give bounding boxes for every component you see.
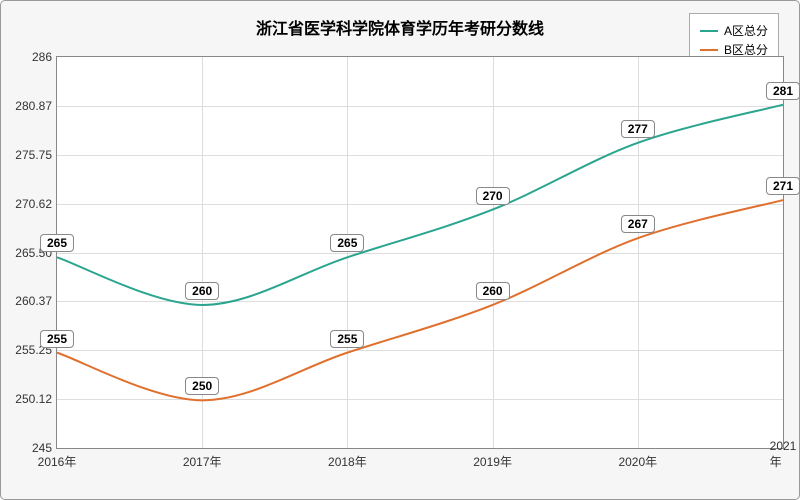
legend-label-a: A区总分 [724,22,768,39]
x-axis-label: 2019年 [473,453,512,470]
chart-container: 浙江省医学科学院体育学历年考研分数线 A区总分 B区总分 245250.1225… [0,0,800,500]
x-axis-label: 2018年 [328,453,367,470]
chart-svg [57,57,783,448]
point-label: 270 [476,187,510,205]
point-label: 260 [185,282,219,300]
y-axis-label: 260.37 [12,294,52,308]
point-label: 267 [621,215,655,233]
point-label: 255 [40,330,74,348]
point-label: 271 [766,177,800,195]
y-axis-label: 286 [12,50,52,64]
point-label: 265 [330,234,364,252]
legend-item-a: A区总分 [700,22,768,39]
point-label: 250 [185,377,219,395]
y-axis-label: 250.12 [12,392,52,406]
point-label: 277 [621,120,655,138]
x-axis-label: 2016年 [38,453,77,470]
y-axis-label: 270.62 [12,197,52,211]
point-label: 281 [766,82,800,100]
legend-swatch-b [700,49,718,51]
x-axis-label: 2020年 [618,453,657,470]
x-axis-label: 2017年 [183,453,222,470]
y-axis-label: 280.87 [12,99,52,113]
y-axis-label: 275.75 [12,148,52,162]
series-line-0 [57,105,783,305]
legend-swatch-a [700,30,718,32]
point-label: 260 [476,282,510,300]
point-label: 265 [40,234,74,252]
chart-title: 浙江省医学科学院体育学历年考研分数线 [1,15,799,39]
point-label: 255 [330,330,364,348]
plot-area: 245250.12255.25260.37265.50270.62275.752… [56,56,784,449]
